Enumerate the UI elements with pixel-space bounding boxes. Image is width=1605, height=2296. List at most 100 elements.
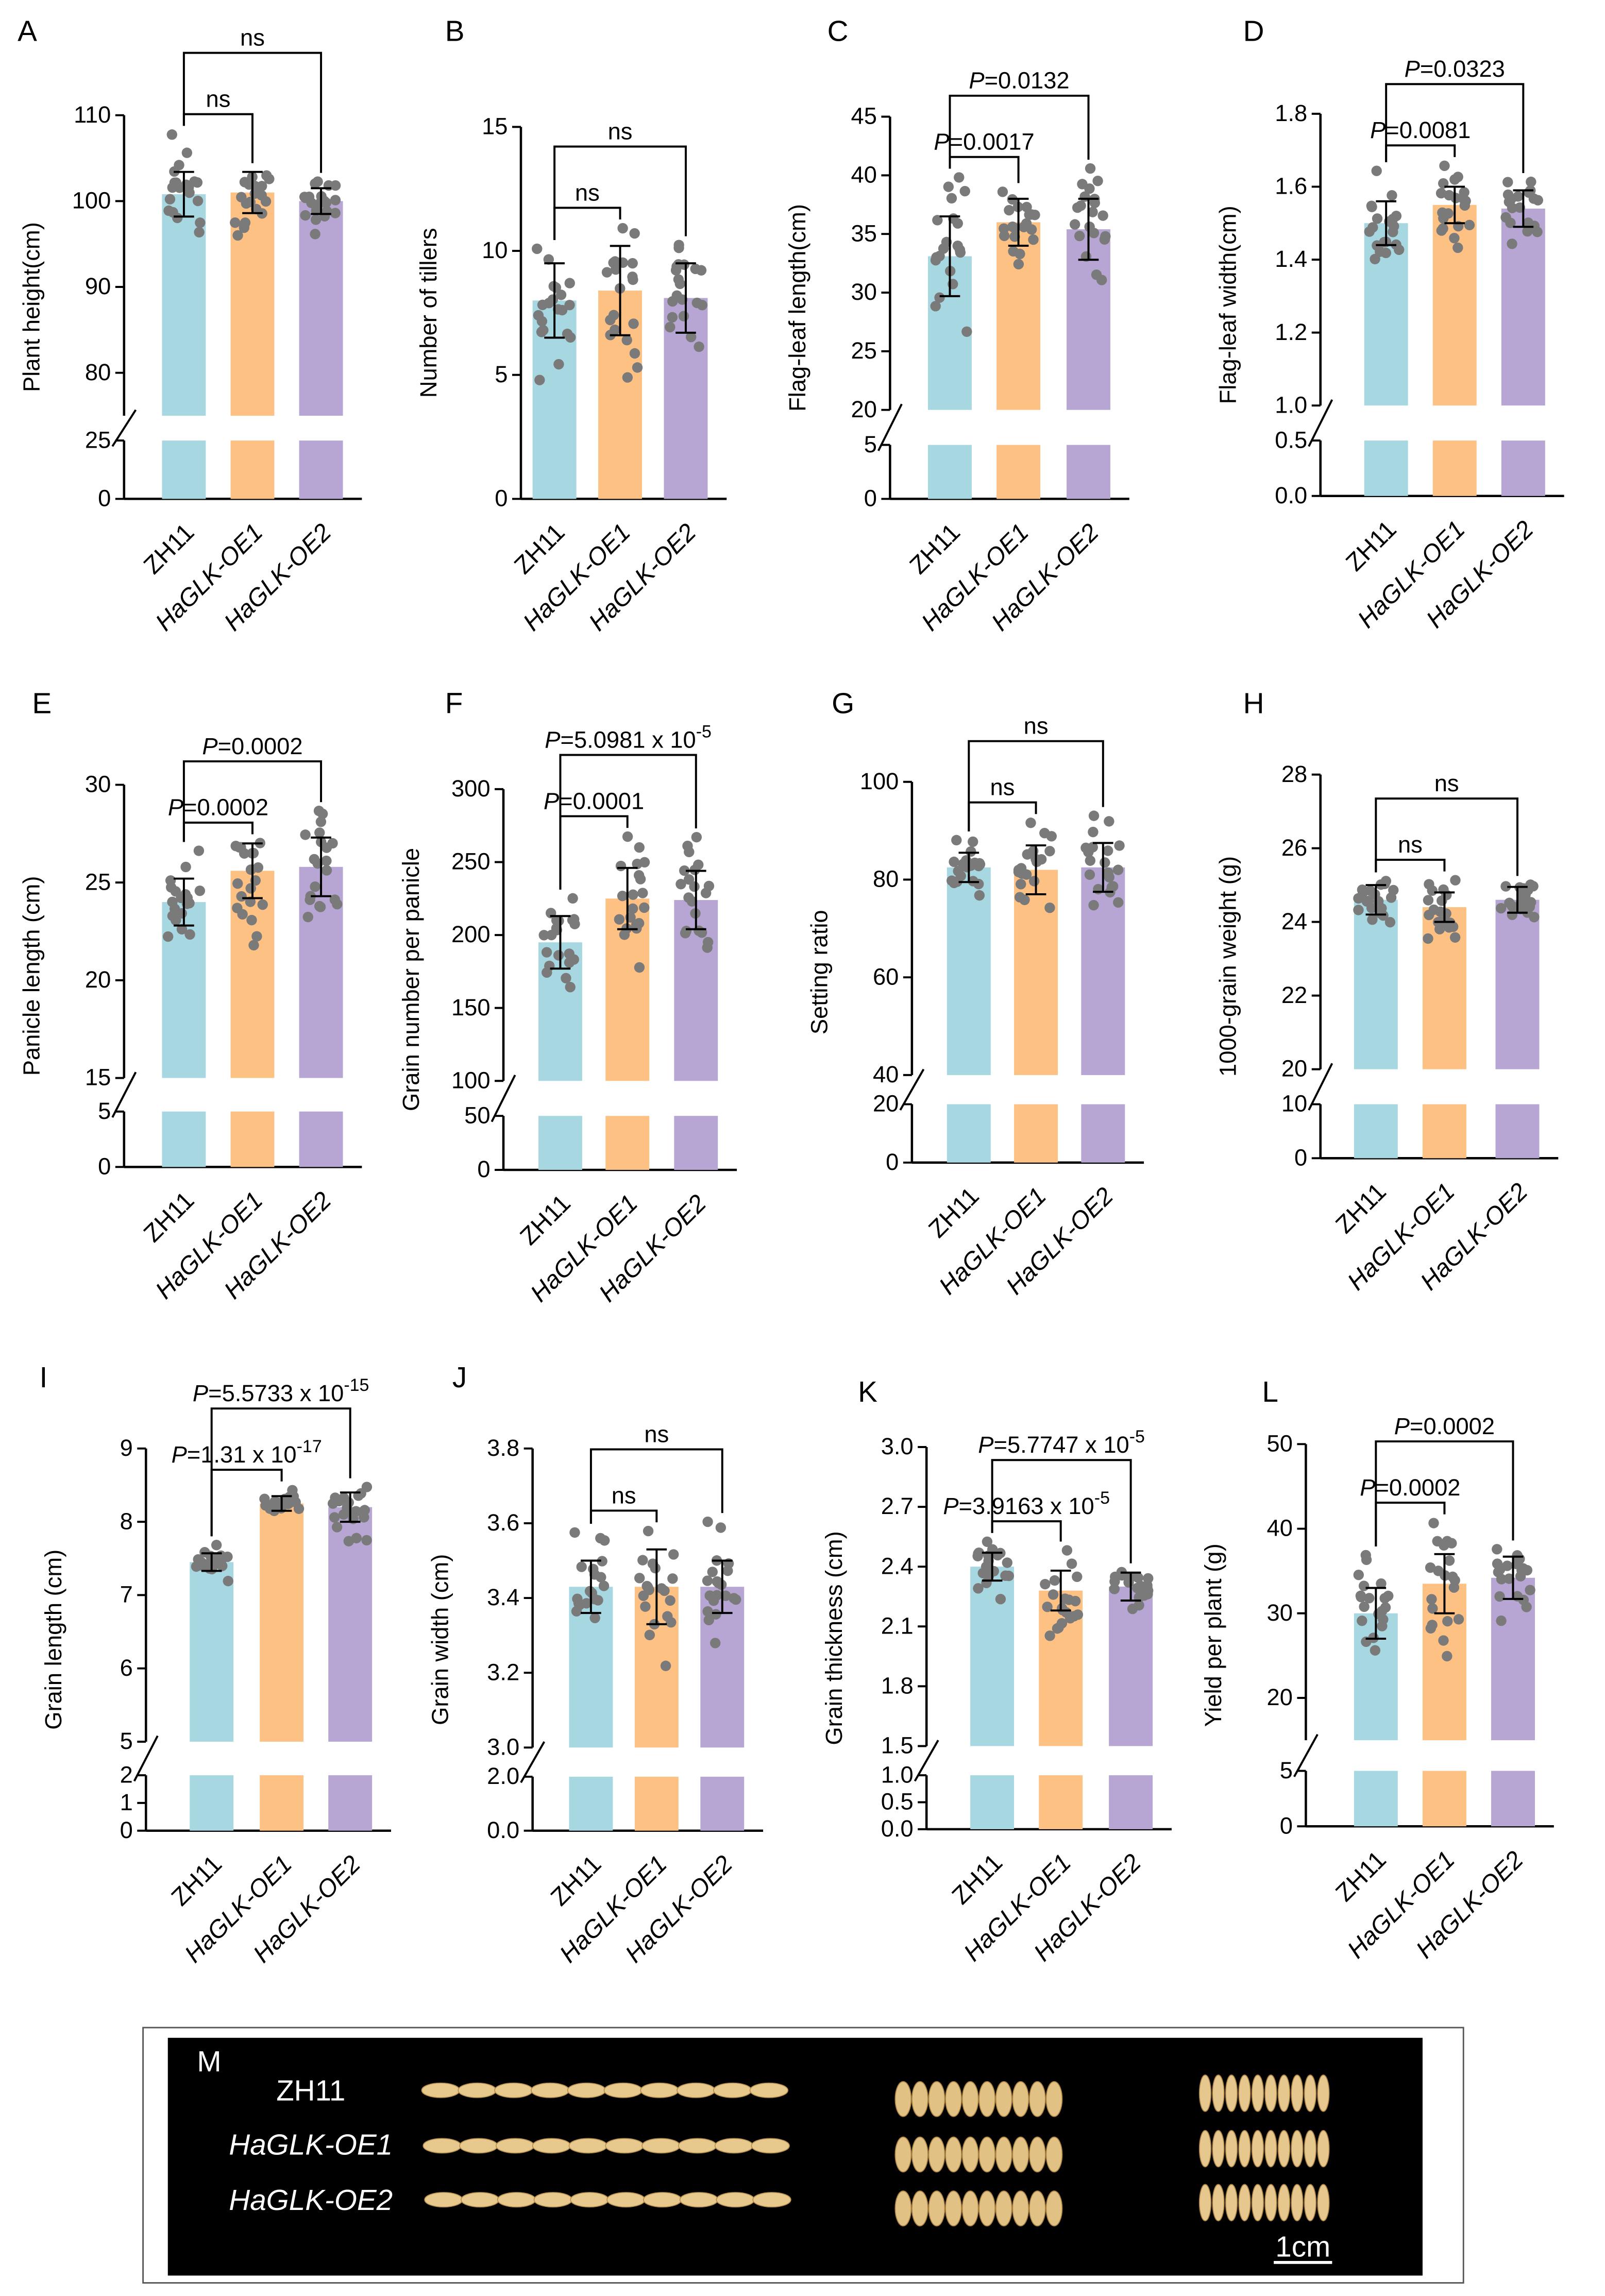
data-point	[232, 903, 243, 913]
y-tick-label: 110	[74, 101, 111, 128]
panel-letter: J	[452, 1362, 467, 1394]
grain-width-view	[995, 2136, 1012, 2173]
data-point	[1087, 207, 1098, 217]
grain-width-view	[1012, 2190, 1029, 2226]
data-point	[1528, 193, 1540, 204]
data-point	[708, 1595, 719, 1606]
data-point	[356, 1488, 366, 1499]
data-point	[617, 223, 628, 234]
chart-panel-f: F Grain number per panicle 100 150 200 250 300…	[398, 688, 737, 1307]
data-point	[981, 1577, 992, 1589]
y-tick-label: 5	[1280, 1757, 1293, 1783]
significance-bracket	[182, 821, 254, 842]
grain-width-view	[911, 2190, 928, 2226]
data-point	[974, 890, 985, 901]
bar-lower-zh11	[569, 1776, 613, 1831]
bar-lower-haglk-oe2	[299, 1111, 343, 1167]
data-point	[629, 348, 640, 359]
data-point	[287, 1485, 298, 1495]
data-point	[1013, 864, 1024, 875]
data-point	[200, 1559, 212, 1570]
data-point	[246, 914, 257, 926]
bar-lower-haglk-oe2	[328, 1775, 373, 1831]
data-point	[949, 856, 959, 868]
y-tick-label: 25	[85, 427, 111, 453]
data-point	[632, 362, 643, 373]
grain-thickness-view	[1277, 2130, 1291, 2168]
grain-thickness-view	[1304, 2184, 1317, 2222]
grain-thickness-view	[1212, 2184, 1225, 2222]
data-point	[999, 230, 1010, 241]
data-point	[1453, 1614, 1464, 1625]
grain-width-view	[945, 2190, 962, 2226]
bar-lower-haglk-oe2	[1495, 1104, 1540, 1159]
significance-label: ns	[644, 1421, 669, 1447]
significance-label: P=0.0002	[202, 733, 302, 759]
data-point	[565, 981, 576, 993]
x-tick-label: ZH11	[166, 1850, 227, 1911]
p-value: =3.9163 x 10	[959, 1493, 1094, 1519]
data-point	[1507, 202, 1518, 213]
p-symbol: P	[544, 788, 559, 814]
y-tick-label: 0	[120, 1817, 133, 1843]
data-point	[702, 1606, 713, 1617]
grain-width-view	[911, 2081, 928, 2117]
grain-length-view	[606, 2192, 646, 2208]
significance-label: P=3.9163 x 10-5	[943, 1488, 1110, 1519]
significance-bracket	[210, 1407, 351, 1537]
data-point	[553, 359, 564, 370]
data-point	[1442, 1651, 1452, 1662]
data-point	[1000, 1570, 1011, 1581]
data-point	[248, 940, 259, 951]
grain-thickness-view	[1251, 2130, 1264, 2168]
data-point	[678, 311, 689, 321]
data-point	[665, 1595, 675, 1606]
data-point	[1427, 1603, 1438, 1614]
y-tick-label: 2.4	[881, 1553, 914, 1579]
grain-length-view	[459, 2138, 498, 2154]
data-point	[343, 1497, 354, 1508]
y-tick-label: 1.6	[1275, 173, 1307, 199]
y-axis-label: Grain thickness (cm)	[821, 1531, 847, 1745]
significance-bracket	[1375, 797, 1518, 876]
grain-length-view	[751, 2138, 790, 2154]
grain-width-view	[894, 2190, 912, 2226]
panel-letter: G	[832, 688, 854, 720]
data-point	[315, 817, 327, 827]
p-exponent: -15	[344, 1375, 369, 1395]
significance-bracket	[182, 113, 254, 163]
bar-lower-haglk-oe2	[1109, 1775, 1153, 1829]
p-symbol: P	[1394, 1413, 1410, 1439]
data-point	[1004, 205, 1015, 216]
significance-bracket	[949, 94, 1090, 169]
significance-label: P=0.0081	[1370, 117, 1471, 143]
y-tick-label: 30	[1267, 1600, 1293, 1626]
y-axis-label: Flag-leaf width(cm)	[1214, 206, 1241, 404]
data-point	[1127, 1603, 1138, 1614]
data-point	[674, 278, 686, 290]
bar-lower-zh11	[970, 1775, 1015, 1829]
data-point	[1044, 902, 1055, 913]
grain-thickness-view	[1251, 2074, 1264, 2112]
bar-lower-haglk-oe1	[230, 440, 275, 499]
data-point	[327, 1498, 339, 1509]
bar-haglk-oe1	[1422, 907, 1466, 1069]
data-point	[1494, 1591, 1505, 1602]
grain-width-view	[1028, 2081, 1046, 2117]
data-point	[550, 282, 562, 293]
grain-length-view	[570, 2192, 609, 2208]
y-tick-label: 3.2	[487, 1659, 519, 1685]
grain-width-view	[911, 2136, 928, 2173]
grain-thickness-view	[1251, 2184, 1264, 2222]
grain-length-view	[679, 2192, 719, 2208]
bar-lower-haglk-oe1	[605, 1116, 650, 1170]
p-exponent: -5	[1094, 1488, 1110, 1508]
grain-width-view	[978, 2190, 996, 2226]
significance-label: P=5.0981 x 10-5	[545, 722, 712, 753]
y-axis-label: Flag-leaf length(cm)	[784, 204, 810, 412]
data-point	[239, 222, 249, 233]
data-point	[562, 328, 573, 339]
panel-letter: I	[40, 1362, 48, 1394]
y-tick-label: 1.8	[1275, 100, 1307, 126]
